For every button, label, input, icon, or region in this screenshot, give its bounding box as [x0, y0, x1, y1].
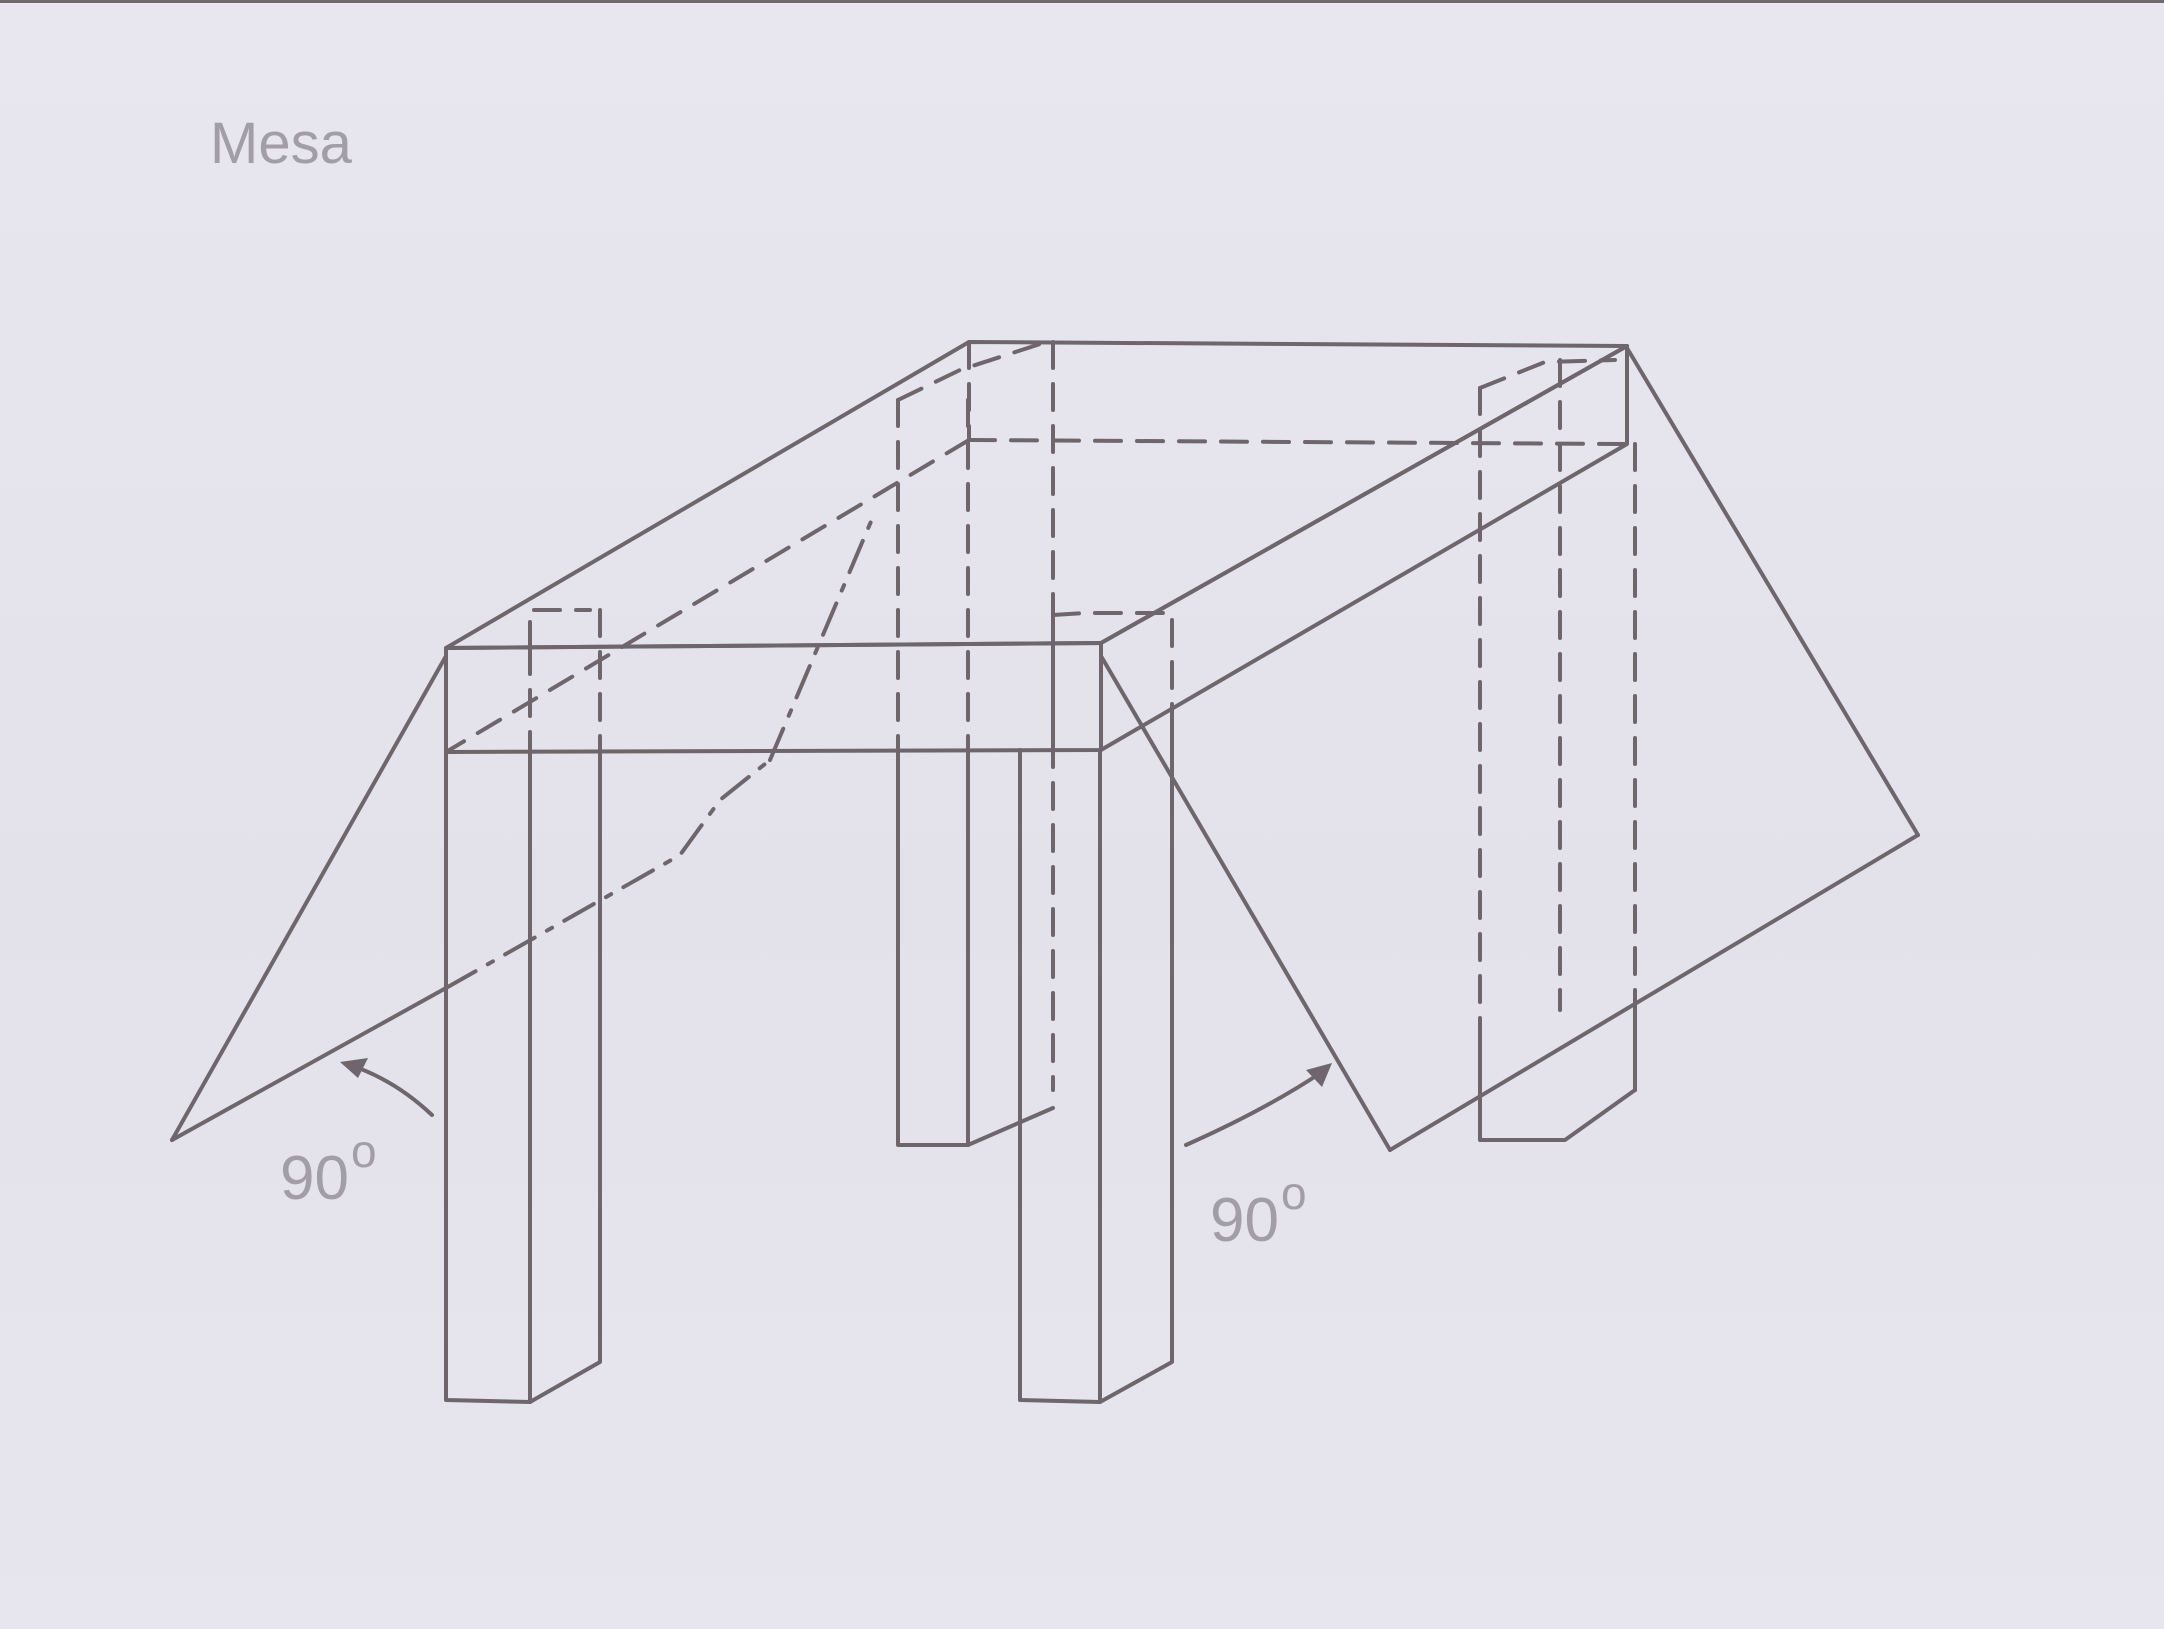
rotation-arrow-left	[340, 1058, 434, 1117]
leg-back-right-hidden-top	[1478, 358, 1617, 390]
leg-back-right	[1478, 358, 1637, 1142]
leg-back-left-hidden-top	[896, 342, 1042, 402]
rotation-arrow-right-head	[1306, 1063, 1332, 1087]
right-flap-outer-edge	[1099, 654, 1392, 1152]
drawing-title: Mesa	[210, 111, 352, 176]
scan-top-edge	[0, 0, 2164, 3]
leg-front-right-hidden-top	[1051, 611, 1174, 722]
left-flap-bottom-edge	[170, 986, 448, 1142]
right-flap-far-edge	[1625, 346, 1920, 837]
left-flap-hidden-edge-2	[768, 510, 877, 762]
leg-front-left-hidden-top	[528, 608, 592, 650]
angle-label-left: 90o	[280, 1128, 377, 1210]
right-flap	[1099, 346, 1920, 1152]
left-flap-outer-edge	[170, 654, 448, 1142]
tabletop-right-face	[1099, 344, 1629, 752]
leg-front-right	[1018, 611, 1174, 1404]
tabletop-front-face	[444, 641, 1103, 754]
hidden-left-bottom-edge	[444, 438, 971, 754]
left-flap	[170, 510, 877, 1142]
angle-right-degree-mark: o	[1280, 1167, 1307, 1219]
leg-front-left	[444, 608, 602, 1404]
tabletop-hidden-edges	[444, 340, 1629, 754]
angle-left-value: 90	[280, 1144, 349, 1213]
leg-front-right-outline	[1018, 718, 1174, 1404]
tabletop-top-face	[444, 340, 1629, 650]
rotation-arrow-left-head	[340, 1058, 368, 1078]
right-flap-bottom-edge	[1388, 833, 1920, 1152]
leg-back-left	[896, 340, 1055, 1147]
rotation-arrow-left-shaft	[348, 1063, 434, 1117]
tabletop	[444, 340, 1629, 754]
leg-front-left-outline	[444, 750, 602, 1404]
rotation-arrow-right-shaft	[1184, 1070, 1324, 1147]
leg-back-left-outline	[896, 758, 1055, 1147]
angle-label-right: 90o	[1210, 1170, 1307, 1252]
leg-back-right-outline	[1478, 1043, 1637, 1142]
angle-left-degree-mark: o	[350, 1125, 377, 1177]
rotation-arrow-right	[1184, 1063, 1332, 1147]
hidden-back-bottom-edge	[967, 438, 1629, 446]
left-flap-hidden-edge	[444, 758, 772, 990]
angle-right-value: 90	[1210, 1186, 1279, 1255]
